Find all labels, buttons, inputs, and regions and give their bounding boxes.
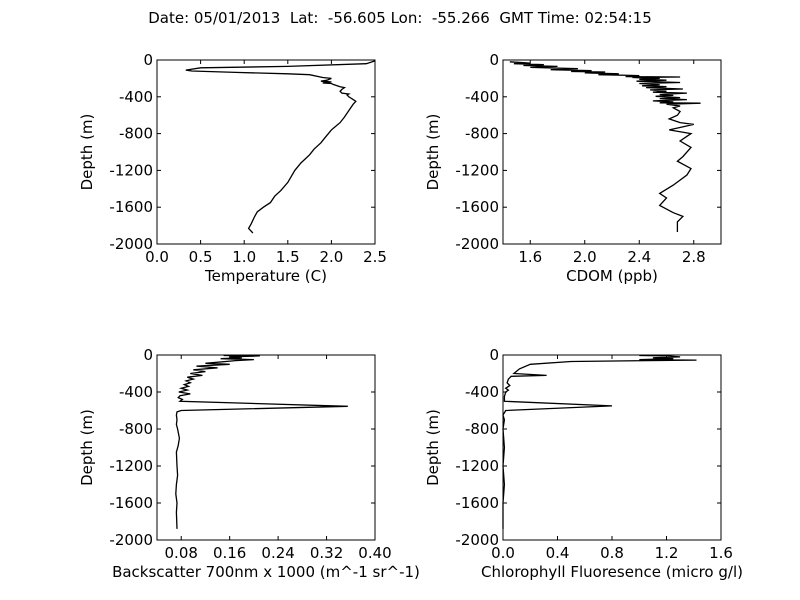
- panel-3-axes-frame: [156, 354, 376, 541]
- figure-title: Date: 05/01/2013 Lat: -56.605 Lon: -55.2…: [148, 9, 652, 27]
- panel-1-ylabel: Depth (m): [78, 114, 96, 191]
- panel-2-ytick-label: -1600: [455, 198, 499, 216]
- panel-4-xtick-label: 0.8: [600, 544, 624, 562]
- panel-1-ytick-label: 0: [143, 51, 153, 69]
- panel-3-series-line: [175, 354, 348, 529]
- panel-1-ytick-label: -800: [119, 125, 153, 143]
- panel-4-ytick-label: -2000: [455, 531, 499, 549]
- panel-2-ytick-label: -1200: [455, 161, 499, 179]
- panel-2-xtick-label: 2.4: [627, 248, 651, 266]
- panel-4-ytick-label: -400: [465, 383, 499, 401]
- panel-3-ytick-label: -400: [119, 383, 153, 401]
- panel-2-ytick-label: -2000: [455, 235, 499, 253]
- panel-3-xtick-label: 0.24: [261, 544, 294, 562]
- panel-3-ytick-label: 0: [143, 346, 153, 364]
- panel-3-xtick-label: 0.08: [165, 544, 198, 562]
- panel-3-ytick-label: -2000: [109, 531, 153, 549]
- panel-1-xtick-label: 1.5: [276, 248, 300, 266]
- panel-4-xtick-label: 0.0: [491, 544, 515, 562]
- panel-4-ytick-label: -800: [465, 420, 499, 438]
- panel-3-ytick-label: -800: [119, 420, 153, 438]
- panel-3-xtick-label: 0.40: [358, 544, 391, 562]
- panel-2-ytick-label: -400: [465, 88, 499, 106]
- panel-1-ytick-label: -1200: [109, 161, 153, 179]
- panel-2-ytick-label: -800: [465, 125, 499, 143]
- panel-1-xtick-label: 1.0: [232, 248, 256, 266]
- panel-1-xtick-label: 2.0: [319, 248, 343, 266]
- panel-2-series-line: [509, 61, 701, 232]
- panel-1-ytick-label: -2000: [109, 235, 153, 253]
- panel-4-xtick-label: 1.6: [709, 544, 733, 562]
- panel-1-axes-frame: [156, 59, 376, 245]
- panel-4-series-line: [502, 354, 697, 529]
- panel-2-ylabel: Depth (m): [424, 114, 442, 191]
- panel-4-ytick-label: -1200: [455, 457, 499, 475]
- panel-1-ytick-label: -1600: [109, 198, 153, 216]
- panel-2-axes-frame: [502, 59, 722, 245]
- panel-3-xlabel: Backscatter 700nm x 1000 (m^-1 sr^-1): [112, 563, 420, 581]
- panel-2-xtick-label: 2.8: [682, 248, 706, 266]
- panel-4-xtick-label: 1.2: [655, 544, 679, 562]
- panel-1-xtick-label: 0.5: [189, 248, 213, 266]
- panel-3-ytick-label: -1200: [109, 457, 153, 475]
- panel-2-xtick-label: 2.0: [573, 248, 597, 266]
- panel-4-ytick-label: 0: [489, 346, 499, 364]
- panel-4-ylabel: Depth (m): [424, 409, 442, 486]
- panel-1-ytick-label: -400: [119, 88, 153, 106]
- panel-3-ytick-label: -1600: [109, 494, 153, 512]
- panel-4-xtick-label: 0.4: [546, 544, 570, 562]
- panel-2-xlabel: CDOM (ppb): [566, 267, 658, 285]
- panel-1-xlabel: Temperature (C): [204, 267, 327, 285]
- panel-4-axes-frame: [502, 354, 722, 541]
- panel-4-ytick-label: -1600: [455, 494, 499, 512]
- panel-2-xtick-label: 1.6: [518, 248, 542, 266]
- panel-3-xtick-label: 0.32: [310, 544, 343, 562]
- panel-2-ytick-label: 0: [489, 51, 499, 69]
- panel-4-xlabel: Chlorophyll Fluoresence (micro g/l): [481, 563, 743, 581]
- panel-1-xtick-label: 0.0: [145, 248, 169, 266]
- panel-1-xtick-label: 2.5: [363, 248, 387, 266]
- panel-1-series-line: [185, 60, 376, 234]
- panel-3-ylabel: Depth (m): [78, 409, 96, 486]
- panel-3-xtick-label: 0.16: [213, 544, 246, 562]
